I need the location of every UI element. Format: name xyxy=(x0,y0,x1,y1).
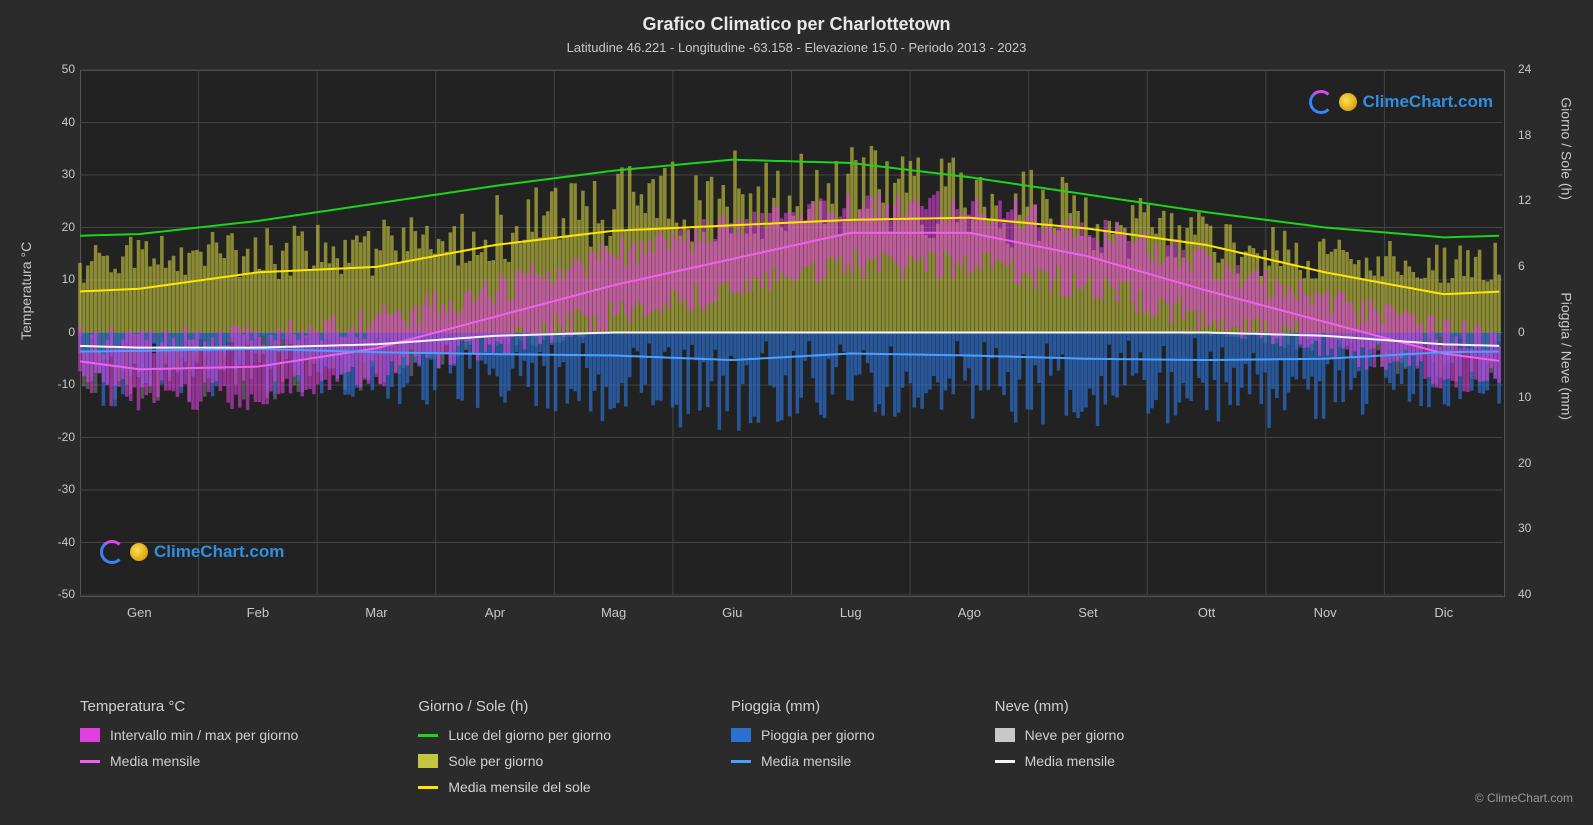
legend-label: Media mensile xyxy=(110,753,200,769)
legend-swatch xyxy=(80,760,100,763)
legend-swatch xyxy=(995,728,1015,742)
tick-y-left: -30 xyxy=(45,482,75,496)
legend-column-title: Temperatura °C xyxy=(80,698,298,715)
tick-x: Gen xyxy=(109,605,169,620)
logo-sun-icon xyxy=(1339,93,1357,111)
tick-x: Nov xyxy=(1295,605,1355,620)
legend-item: Sole per giorno xyxy=(418,753,611,769)
legend-swatch xyxy=(418,786,438,789)
legend-label: Media mensile del sole xyxy=(448,779,590,795)
tick-x: Ott xyxy=(1177,605,1237,620)
watermark-top: ClimeChart.com xyxy=(1309,90,1493,114)
legend-swatch xyxy=(418,754,438,768)
legend-column: Neve (mm) Neve per giorno Media mensile xyxy=(995,698,1125,805)
tick-y-right: 18 xyxy=(1518,128,1548,142)
legend-item: Media mensile xyxy=(80,753,298,769)
legend-swatch xyxy=(418,734,438,737)
legend-item: Neve per giorno xyxy=(995,727,1125,743)
legend-label: Luce del giorno per giorno xyxy=(448,727,611,743)
tick-y-left: 50 xyxy=(45,62,75,76)
tick-y-right: 40 xyxy=(1518,587,1548,601)
tick-y-right: 24 xyxy=(1518,62,1548,76)
tick-y-right: 6 xyxy=(1518,259,1548,273)
watermark-bottom: ClimeChart.com xyxy=(100,540,284,564)
legend-item: Media mensile xyxy=(995,753,1125,769)
legend-swatch xyxy=(731,760,751,763)
tick-x: Giu xyxy=(702,605,762,620)
logo-sun-icon xyxy=(130,543,148,561)
tick-x: Lug xyxy=(821,605,881,620)
legend-label: Media mensile xyxy=(761,753,851,769)
tick-x: Feb xyxy=(228,605,288,620)
tick-y-left: 0 xyxy=(45,325,75,339)
tick-y-left: 30 xyxy=(45,167,75,181)
legend-item: Luce del giorno per giorno xyxy=(418,727,611,743)
tick-y-right: 0 xyxy=(1518,325,1548,339)
tick-y-right: 30 xyxy=(1518,521,1548,535)
watermark-text: ClimeChart.com xyxy=(1363,92,1493,112)
tick-y-left: 40 xyxy=(45,115,75,129)
climate-chart: Grafico Climatico per Charlottetown Lati… xyxy=(0,0,1593,825)
legend: Temperatura °C Intervallo min / max per g… xyxy=(80,698,1533,805)
legend-label: Intervallo min / max per giorno xyxy=(110,727,298,743)
tick-y-left: -20 xyxy=(45,430,75,444)
copyright-text: © ClimeChart.com xyxy=(1475,791,1573,805)
logo-icon xyxy=(100,540,124,564)
legend-item: Media mensile del sole xyxy=(418,779,611,795)
tick-y-left: -50 xyxy=(45,587,75,601)
legend-label: Media mensile xyxy=(1025,753,1115,769)
legend-column-title: Giorno / Sole (h) xyxy=(418,698,611,715)
tick-y-left: -40 xyxy=(45,535,75,549)
tick-x: Set xyxy=(1058,605,1118,620)
legend-column-title: Pioggia (mm) xyxy=(731,698,875,715)
watermark-text: ClimeChart.com xyxy=(154,542,284,562)
logo-icon xyxy=(1309,90,1333,114)
tick-x: Mag xyxy=(584,605,644,620)
legend-swatch xyxy=(995,760,1015,763)
tick-y-right: 10 xyxy=(1518,390,1548,404)
tick-x: Mar xyxy=(346,605,406,620)
tick-y-right: 20 xyxy=(1518,456,1548,470)
tick-y-right: 12 xyxy=(1518,193,1548,207)
tick-x: Apr xyxy=(465,605,525,620)
legend-label: Sole per giorno xyxy=(448,753,543,769)
legend-column: Giorno / Sole (h) Luce del giorno per gio… xyxy=(418,698,611,805)
legend-label: Pioggia per giorno xyxy=(761,727,875,743)
legend-column: Temperatura °C Intervallo min / max per g… xyxy=(80,698,298,805)
tick-x: Ago xyxy=(939,605,999,620)
legend-item: Pioggia per giorno xyxy=(731,727,875,743)
tick-y-left: 20 xyxy=(45,220,75,234)
legend-column: Pioggia (mm) Pioggia per giorno Media mens… xyxy=(731,698,875,805)
legend-item: Media mensile xyxy=(731,753,875,769)
legend-swatch xyxy=(80,728,100,742)
legend-item: Intervallo min / max per giorno xyxy=(80,727,298,743)
legend-column-title: Neve (mm) xyxy=(995,698,1125,715)
legend-label: Neve per giorno xyxy=(1025,727,1125,743)
tick-y-left: -10 xyxy=(45,377,75,391)
legend-swatch xyxy=(731,728,751,742)
tick-x: Dic xyxy=(1414,605,1474,620)
tick-y-left: 10 xyxy=(45,272,75,286)
